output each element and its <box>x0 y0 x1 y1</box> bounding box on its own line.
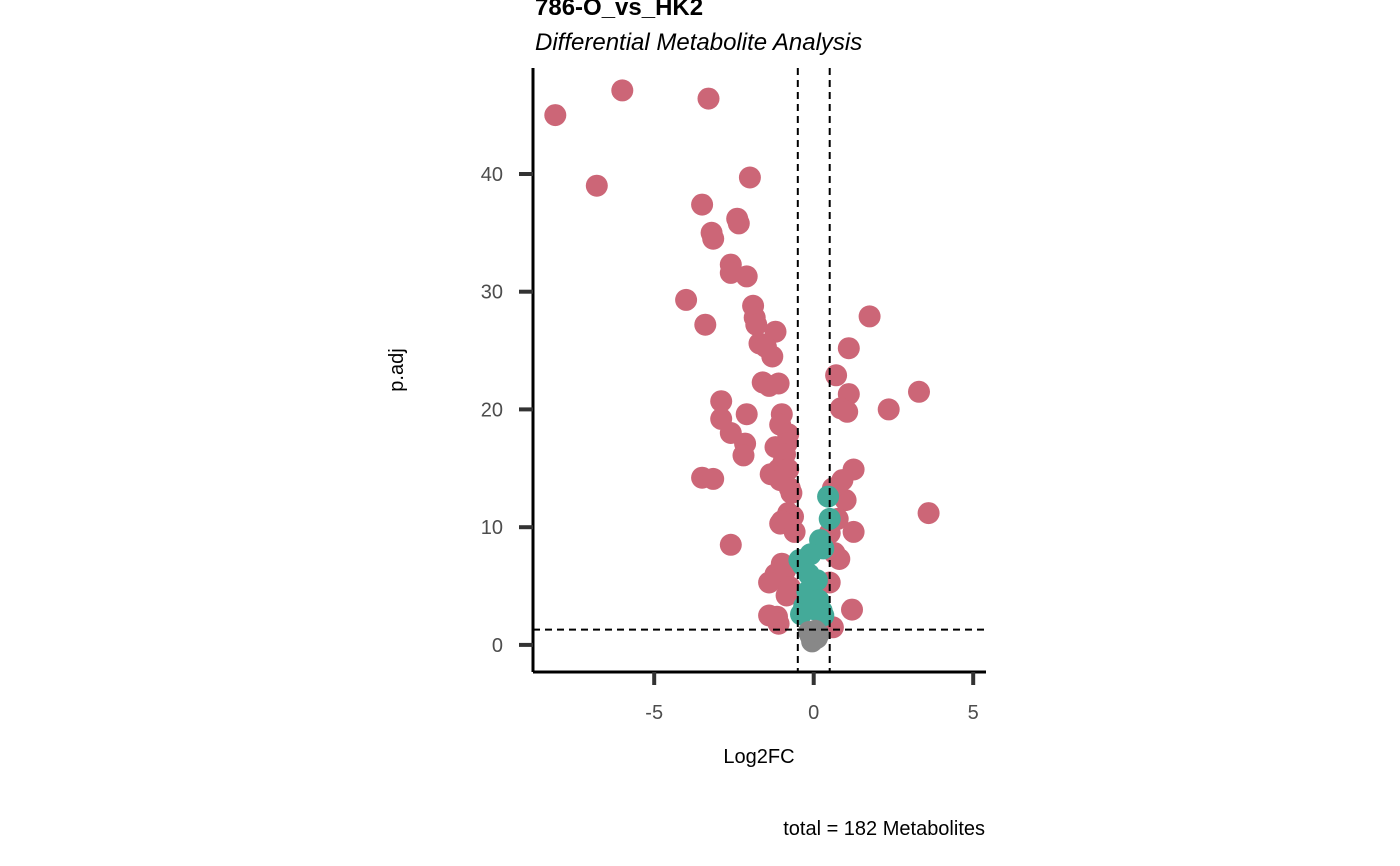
data-point-significant <box>732 444 755 467</box>
data-point-significant <box>694 313 717 336</box>
y-tick-label: 0 <box>492 635 503 657</box>
y-tick-label: 10 <box>481 517 503 539</box>
data-point-significant <box>719 533 742 556</box>
x-tick-label: 5 <box>968 702 979 724</box>
data-point-significant <box>780 482 803 504</box>
data-point-significant <box>834 489 857 512</box>
data-point-significant <box>842 520 865 543</box>
y-tick-label: 20 <box>481 399 503 421</box>
x-axis-title: Log2FC <box>723 746 794 768</box>
x-tick-label: -5 <box>645 702 663 724</box>
data-point-significant <box>735 403 758 426</box>
data-point-significant <box>702 227 725 250</box>
data-point-significant <box>767 372 790 395</box>
data-point-significant <box>858 305 881 328</box>
data-point-significant <box>675 288 698 311</box>
chart-caption: total = 182 Metabolites <box>783 818 985 840</box>
data-point-significant <box>767 612 790 635</box>
data-point-significant <box>836 400 859 423</box>
data-point-significant <box>761 345 784 368</box>
data-point-significant <box>783 520 806 543</box>
axis-ticks: -5 0 5 0 10 20 30 40 <box>481 164 979 724</box>
data-point-significant <box>738 166 761 189</box>
y-tick-label: 30 <box>481 282 503 304</box>
data-point-significant <box>825 364 848 387</box>
data-point-significant <box>691 193 714 216</box>
data-point-significant <box>917 502 940 525</box>
data-point-significant <box>702 467 725 490</box>
data-point-significant <box>710 390 733 413</box>
axes <box>531 68 986 674</box>
y-axis-title: p.adj <box>386 348 408 391</box>
x-tick-label: 0 <box>808 702 819 724</box>
data-point-significant <box>611 79 634 102</box>
chart-title: 786-O_vs_HK2 <box>535 0 703 21</box>
reference-lines <box>533 68 986 672</box>
data-point-significant <box>758 571 781 594</box>
data-point-significant <box>585 174 608 197</box>
data-point-significant <box>745 313 768 336</box>
data-point-significant <box>727 212 750 235</box>
data-point-fc-not-significant <box>817 485 840 508</box>
data-point-significant <box>908 380 930 403</box>
data-point-significant <box>837 337 860 360</box>
y-tick-label: 40 <box>481 164 503 186</box>
data-point-significant <box>841 598 863 621</box>
data-point-fc-not-significant <box>790 603 812 626</box>
data-points <box>544 79 940 653</box>
data-point-significant <box>775 584 798 607</box>
data-point-significant <box>877 398 900 421</box>
data-point-significant <box>735 265 758 288</box>
chart-subtitle: Differential Metabolite Analysis <box>535 29 862 56</box>
data-point-significant <box>544 104 567 127</box>
data-point-significant <box>697 87 720 110</box>
data-point-not-significant <box>797 621 820 643</box>
